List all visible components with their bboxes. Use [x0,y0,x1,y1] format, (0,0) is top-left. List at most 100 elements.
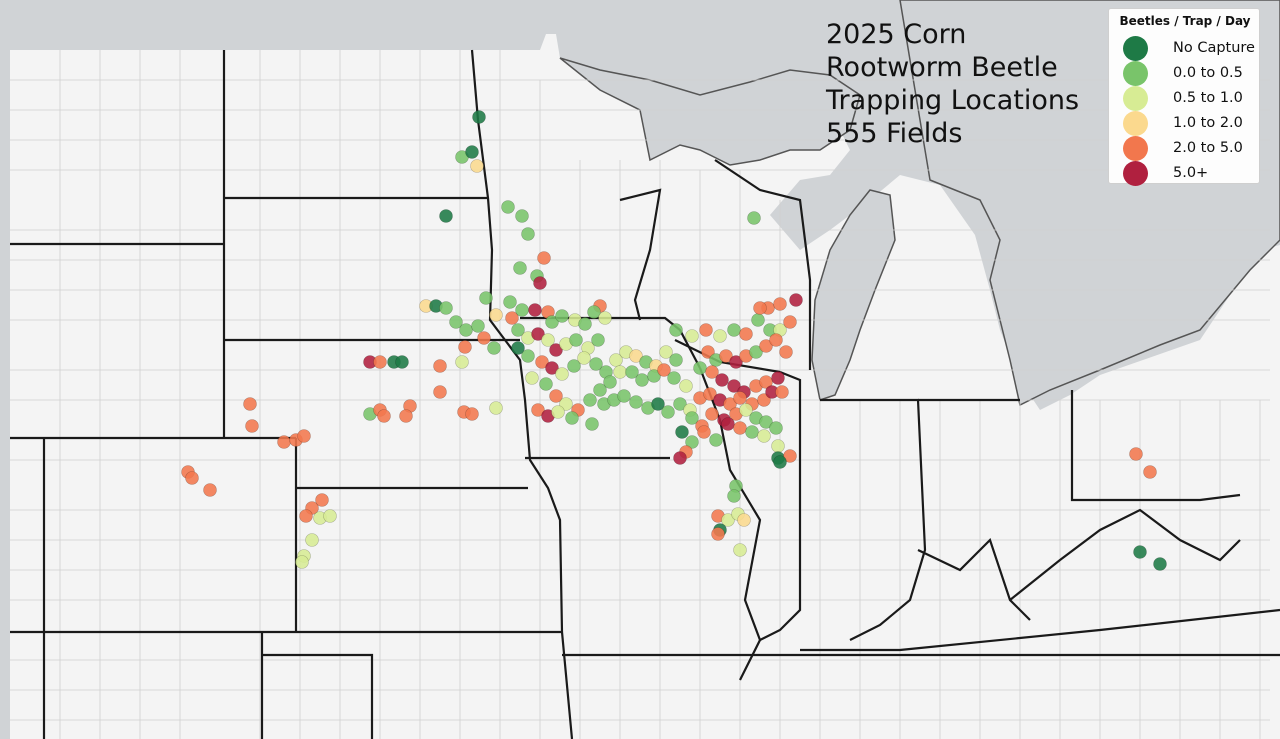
trap-location-point [583,393,597,407]
trap-location-point [629,349,643,363]
trap-location-point [305,533,319,547]
legend-item-2-5: 2.0 to 5.0 [1121,136,1261,162]
trap-location-point [769,421,783,435]
legend-swatch-5-plus [1123,161,1148,186]
trap-location-point [667,371,681,385]
trap-location-point [685,329,699,343]
trap-location-point [751,313,765,327]
trap-location-point [773,297,787,311]
trap-location-point [471,319,485,333]
legend-label: 5.0+ [1173,165,1209,181]
lake-michigan [811,189,896,401]
title-line-1: 2025 Corn [826,19,967,50]
trap-location-point [705,365,719,379]
legend-title: Beetles / Trap / Day [1119,14,1251,28]
trap-location-point [203,483,217,497]
trap-location-point [521,227,535,241]
trap-location-point [531,327,545,341]
trap-location-point [315,493,329,507]
trap-location-point [673,397,687,411]
trap-location-point [585,417,599,431]
trap-location-point [539,377,553,391]
trap-location-point [669,323,683,337]
trap-location-point [789,293,803,307]
legend-item-0-0.5: 0.0 to 0.5 [1121,61,1261,87]
trap-location-point [657,363,671,377]
trap-location-point [515,303,529,317]
trap-location-point [511,341,525,355]
trap-location-point [551,405,565,419]
trap-location-points [181,110,1167,571]
trap-location-point [505,311,519,325]
title-line-2: Rootworm Beetle [826,52,1058,83]
trap-location-point [433,385,447,399]
legend-swatch-0.5-1 [1123,86,1148,111]
legend-label: No Capture [1173,40,1255,56]
trap-location-point [587,305,601,319]
trap-location-point [719,349,733,363]
trap-location-point [733,543,747,557]
trap-location-point [323,509,337,523]
trap-location-point [455,355,469,369]
trap-location-point [399,409,413,423]
trap-location-point [277,435,291,449]
trap-location-point [783,449,797,463]
trap-location-point [489,308,503,322]
trap-location-point [783,315,797,329]
legend-swatch-0-0.5 [1123,61,1148,86]
trap-location-point [528,303,542,317]
legend-label: 0.0 to 0.5 [1173,65,1243,81]
trap-location-point [771,439,785,453]
trap-location-point [723,397,737,411]
trap-location-point [487,341,501,355]
trap-location-point [559,397,573,411]
trap-location-point [721,513,735,527]
trap-location-point [458,340,472,354]
trap-location-point [769,333,783,347]
trap-location-point [617,389,631,403]
trap-location-point [697,425,711,439]
trap-location-point [749,345,763,359]
trap-location-point [577,351,591,365]
trap-location-point [685,435,699,449]
legend-label: 1.0 to 2.0 [1173,115,1243,131]
trap-location-point [1133,545,1147,559]
trap-location-point [541,333,555,347]
legend-item-1-2: 1.0 to 2.0 [1121,111,1261,137]
trap-location-point [701,345,715,359]
legend-label: 2.0 to 5.0 [1173,140,1243,156]
trap-location-point [533,276,547,290]
trap-location-point [721,417,735,431]
trap-location-point [185,471,199,485]
trap-location-point [759,375,773,389]
trap-location-point [489,401,503,415]
legend-item-no-capture: No Capture [1121,36,1261,62]
trap-location-point [549,389,563,403]
trap-location-point [465,145,479,159]
trap-location-point [733,421,747,435]
trap-location-point [525,371,539,385]
trap-location-point [395,355,409,369]
trap-location-point [377,409,391,423]
trap-location-point [747,211,761,225]
trap-location-point [759,339,773,353]
trap-location-point [757,429,771,443]
trap-location-point [709,433,723,447]
trap-location-point [537,251,551,265]
trap-location-point [535,355,549,369]
trap-location-point [603,375,617,389]
trap-location-point [567,359,581,373]
trap-location-point [753,301,767,315]
trap-location-point [501,200,515,214]
trap-location-point [297,429,311,443]
trap-location-point [465,407,479,421]
trap-location-point [779,345,793,359]
trap-location-point [531,403,545,417]
land-area [10,34,1280,739]
title-line-4: 555 Fields [826,118,963,149]
trap-location-point [673,451,687,465]
trap-location-point [433,359,447,373]
trap-location-point [739,327,753,341]
trap-location-point [771,371,785,385]
trap-location-point [470,159,484,173]
